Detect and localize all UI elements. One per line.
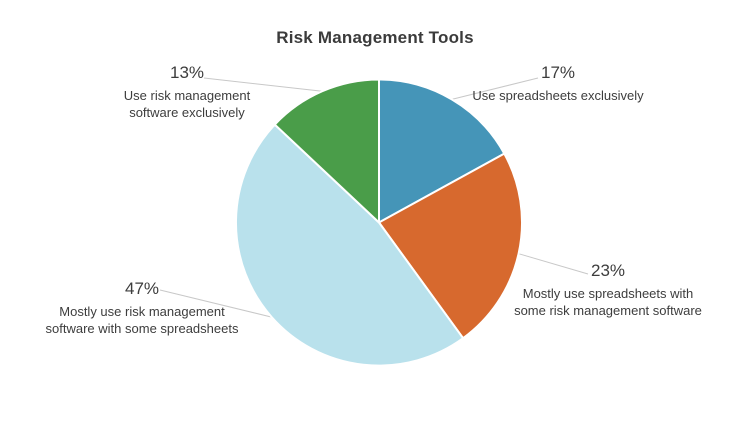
leader-line-2 xyxy=(159,289,272,318)
slice-label-line: software exclusively xyxy=(129,105,245,120)
leader-line-0 xyxy=(451,77,539,100)
percent-value: 13% xyxy=(169,63,205,82)
leader-line-3 xyxy=(203,77,323,92)
leader-line-1 xyxy=(518,253,589,275)
slice-label-line: Mostly use risk management xyxy=(59,304,225,319)
slice-label-line: some risk management software xyxy=(514,303,702,318)
percent-value: 47% xyxy=(124,279,160,298)
pie-slice-3 xyxy=(273,78,380,224)
slice-label-line: Use spreadsheets exclusively xyxy=(472,88,644,103)
slice-label-line: Mostly use spreadsheets with xyxy=(522,286,694,301)
slice-label-line: software with some spreadsheets xyxy=(45,321,239,336)
pie-slice-0 xyxy=(378,78,506,224)
slice-label-line: Use risk management xyxy=(123,88,251,103)
pie-slice-1 xyxy=(378,152,523,340)
pie-slice-2 xyxy=(234,123,465,367)
slice-label-use-spreadsheets-exclusively: 17% Use spreadsheets exclusively xyxy=(428,63,688,104)
slice-label-mostly-risk-software: 47% Mostly use risk management software … xyxy=(12,279,272,337)
percent-value: 23% xyxy=(590,261,626,280)
slice-label-mostly-spreadsheets: 23% Mostly use spreadsheets with some ri… xyxy=(478,261,738,319)
percent-value: 17% xyxy=(540,63,576,82)
chart-title: Risk Management Tools xyxy=(276,28,474,47)
slice-label-risk-software-exclusively: 13% Use risk management software exclusi… xyxy=(57,63,317,121)
